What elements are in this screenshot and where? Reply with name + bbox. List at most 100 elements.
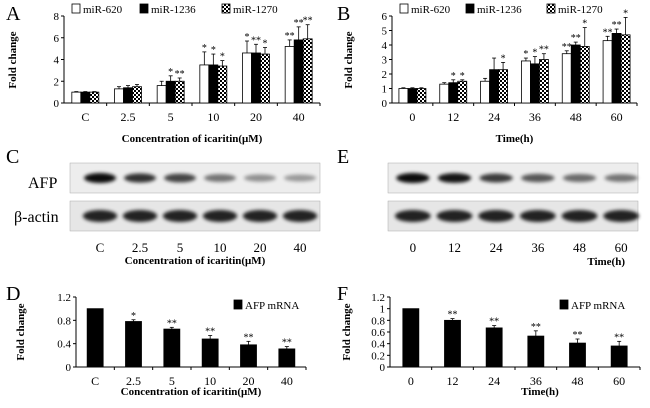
bar [302,38,313,104]
afp-band [84,173,116,183]
afp-band [284,174,316,182]
legend-swatch [71,3,81,14]
lane-label: 20 [254,240,267,255]
actin-band [242,210,278,222]
bar [240,344,257,368]
y-tick-label: 1 [382,84,388,96]
significance-mark: * [501,53,506,64]
significance-mark: * [623,8,628,19]
bar [260,53,270,104]
afp-band [521,173,555,183]
afp-band [604,174,638,182]
blot-label-actin: β-actin [14,209,59,226]
lane-label: C [96,240,105,255]
x-tick-label: 20 [243,374,255,388]
legend-swatch [221,3,231,14]
actin-band [122,210,158,222]
y-tick-label: 6 [382,11,388,23]
y-tick-label: 0 [54,98,60,110]
lane-label: 0 [410,240,417,255]
significance-mark: ** [251,35,261,46]
bar [199,64,210,104]
significance-mark: ** [282,338,292,349]
significance-mark: * [211,45,216,56]
significance-mark: ** [167,318,177,329]
x-tick-label: 5 [168,110,174,124]
bar [498,69,508,104]
bar [480,80,490,104]
bar [620,34,631,104]
bar [165,80,176,104]
significance-mark: ** [175,69,185,80]
x-tick-label: 36 [529,110,541,124]
lane-label: 10 [214,240,227,255]
bar [602,40,613,104]
significance-mark: ** [448,310,458,321]
significance-mark: * [532,48,537,59]
y-tick-label: 0.6 [371,327,385,339]
actin-band [519,210,556,222]
significance-mark: ** [612,20,622,31]
significance-mark: ** [303,16,313,27]
legend-label: miR-620 [411,4,451,16]
legend-swatch [139,3,149,14]
significance-mark: ** [489,317,499,328]
significance-mark: ** [294,18,304,29]
significance-mark: ** [571,33,581,44]
x-tick-label: 40 [281,374,293,388]
significance-mark: * [451,71,456,82]
y-tick-label: 1.2 [57,292,71,304]
blot-c: AFP β-actin C 2.5 5 10 20 40 Concentration of… [14,162,321,267]
bar [457,80,468,104]
bar [416,88,427,104]
x-tick-label: 10 [207,110,219,124]
y-tick-label: 8 [54,11,60,23]
bar [132,86,142,104]
bar [407,88,418,104]
bar [242,52,252,104]
legend-label: miR-1270 [558,4,603,16]
lane-label: 48 [573,240,586,255]
x-tick-label: 48 [570,110,582,124]
x-tick-label: 48 [572,374,584,388]
blot-c-lane-labels: C 2.5 5 10 20 40 [96,240,307,255]
panel-letter-e: E [337,146,349,168]
x-tick-label: 0 [409,110,415,124]
significance-mark: * [220,52,225,63]
legend-swatch [399,3,409,14]
y-tick-label: 1 [380,304,386,316]
afp-band [164,173,196,183]
actin-band [202,210,238,222]
afp-band [396,173,430,183]
bar [174,80,185,104]
y-tick-label: 0 [380,362,386,374]
panel-letter-f: F [337,283,348,305]
legend-label: miR-1236 [151,4,196,16]
bar [530,63,540,104]
significance-mark: * [168,67,173,78]
y-tick-label: 6 [54,33,60,45]
afp-band [479,173,513,183]
bar [527,335,545,368]
bar [163,328,181,368]
legend-label: miR-1236 [477,4,522,16]
lane-label: 60 [615,240,628,255]
legend-label: AFP mRNA [245,300,299,312]
actin-band [282,210,318,222]
y-tick-label: 5 [382,26,388,38]
significance-mark: ** [573,330,583,341]
x-tick-label: 10 [204,374,216,388]
x-tick-label: 12 [447,110,459,124]
y-tick-label: 4 [54,55,60,67]
y-tick-label: 0.2 [371,350,385,362]
significance-mark: ** [562,42,572,53]
actin-band [394,210,431,222]
y-tick-label: 2 [382,69,388,81]
bar [284,46,295,104]
x-tick-label: 60 [613,374,625,388]
y-tick-label: 4 [382,40,388,52]
bar [485,327,503,368]
significance-mark: ** [285,31,295,42]
x-tick-label: 2.5 [121,110,136,124]
